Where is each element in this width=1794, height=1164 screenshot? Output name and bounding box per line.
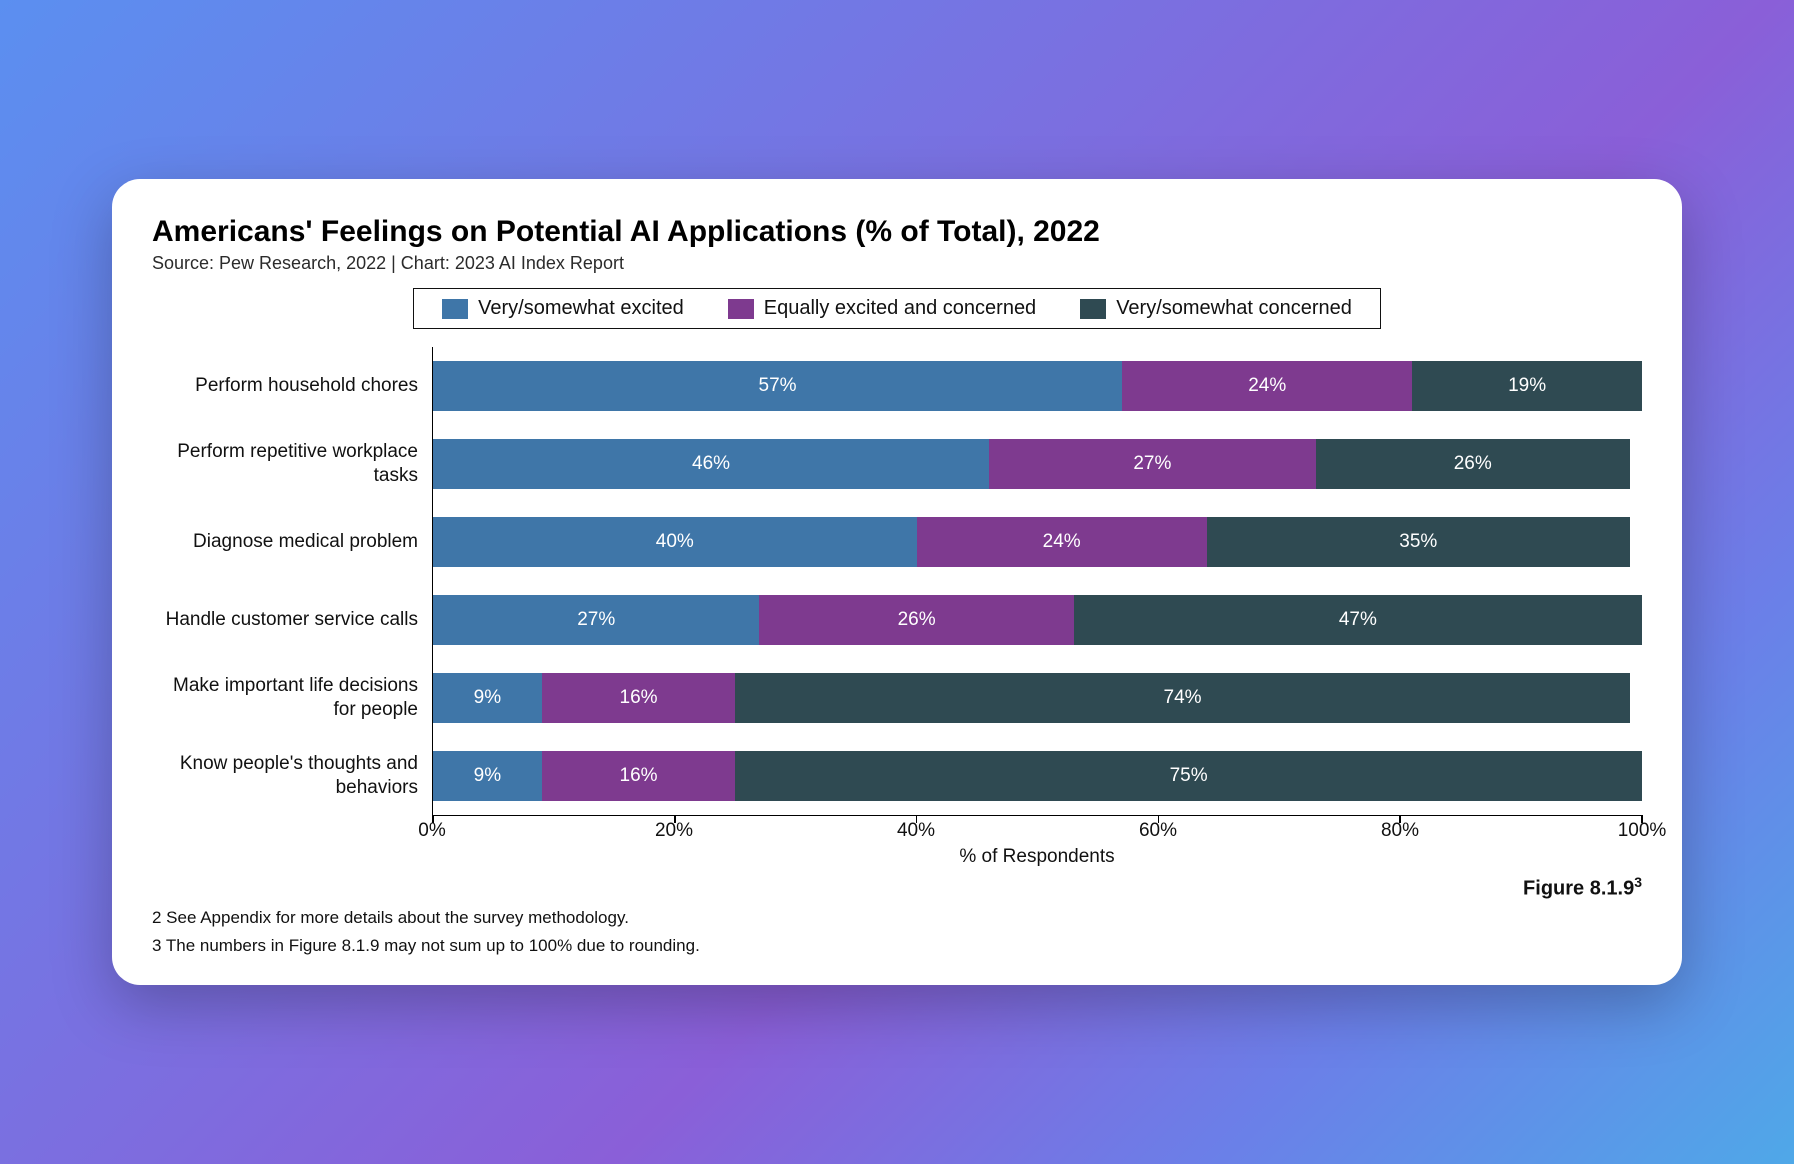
category-label: Know people's thoughts and behaviors (152, 737, 432, 815)
stacked-bar: 46%27%26% (433, 439, 1642, 489)
bar-row: 9%16%75% (433, 737, 1642, 815)
y-axis-labels: Perform household choresPerform repetiti… (152, 347, 432, 816)
bar-segment: 46% (433, 439, 989, 489)
stacked-bar: 27%26%47% (433, 595, 1642, 645)
plot: 57%24%19%46%27%26%40%24%35%27%26%47%9%16… (432, 347, 1642, 816)
stacked-bar: 9%16%75% (433, 751, 1642, 801)
x-tick-label: 80% (1381, 820, 1419, 842)
bar-segment: 27% (989, 439, 1315, 489)
footnote: 2 See Appendix for more details about th… (152, 907, 1642, 929)
stacked-bar: 40%24%35% (433, 517, 1642, 567)
x-tick-label: 100% (1618, 820, 1667, 842)
bar-segment: 26% (1316, 439, 1630, 489)
bar-segment: 27% (433, 595, 759, 645)
category-label: Perform repetitive workplace tasks (152, 425, 432, 503)
category-label: Diagnose medical problem (152, 503, 432, 581)
bar-row: 57%24%19% (433, 347, 1642, 425)
bar-row: 27%26%47% (433, 581, 1642, 659)
x-tick-label: 60% (1139, 820, 1177, 842)
bar-segment: 47% (1074, 595, 1642, 645)
chart-card: Americans' Feelings on Potential AI Appl… (112, 179, 1682, 985)
legend-item: Very/somewhat concerned (1080, 297, 1352, 320)
legend-item: Very/somewhat excited (442, 297, 684, 320)
legend-item: Equally excited and concerned (728, 297, 1036, 320)
bar-segment: 40% (433, 517, 917, 567)
legend-label: Very/somewhat excited (478, 297, 684, 320)
figure-label: Figure 8.1.93 (152, 874, 1642, 901)
x-axis: 0%20%40%60%80%100% (432, 818, 1642, 850)
bar-segment: 19% (1412, 361, 1642, 411)
bar-row: 40%24%35% (433, 503, 1642, 581)
legend-swatch (1080, 299, 1106, 319)
chart-subtitle: Source: Pew Research, 2022 | Chart: 2023… (152, 253, 1642, 274)
bar-row: 46%27%26% (433, 425, 1642, 503)
footnotes: 2 See Appendix for more details about th… (152, 907, 1642, 957)
footnote: 3 The numbers in Figure 8.1.9 may not su… (152, 935, 1642, 957)
bar-segment: 16% (542, 751, 735, 801)
chart-title: Americans' Feelings on Potential AI Appl… (152, 215, 1642, 249)
legend-label: Equally excited and concerned (764, 297, 1036, 320)
category-label: Perform household chores (152, 347, 432, 425)
x-tick-label: 40% (897, 820, 935, 842)
category-label: Handle customer service calls (152, 581, 432, 659)
bar-segment: 16% (542, 673, 735, 723)
chart-plot-area: Perform household choresPerform repetiti… (152, 347, 1642, 816)
bar-segment: 9% (433, 751, 542, 801)
x-tick-label: 0% (418, 820, 445, 842)
stacked-bar: 9%16%74% (433, 673, 1642, 723)
bar-segment: 57% (433, 361, 1122, 411)
category-label: Make important life decisions for people (152, 659, 432, 737)
bar-rows: 57%24%19%46%27%26%40%24%35%27%26%47%9%16… (433, 347, 1642, 815)
x-tick-label: 20% (655, 820, 693, 842)
bar-row: 9%16%74% (433, 659, 1642, 737)
bar-segment: 24% (1122, 361, 1412, 411)
bar-segment: 35% (1207, 517, 1630, 567)
bar-segment: 74% (735, 673, 1630, 723)
legend-swatch (442, 299, 468, 319)
legend-swatch (728, 299, 754, 319)
legend-label: Very/somewhat concerned (1116, 297, 1352, 320)
bar-segment: 26% (759, 595, 1073, 645)
stacked-bar: 57%24%19% (433, 361, 1642, 411)
bar-segment: 9% (433, 673, 542, 723)
bar-segment: 75% (735, 751, 1642, 801)
chart-legend: Very/somewhat excited Equally excited and… (413, 288, 1381, 329)
bar-segment: 24% (917, 517, 1207, 567)
